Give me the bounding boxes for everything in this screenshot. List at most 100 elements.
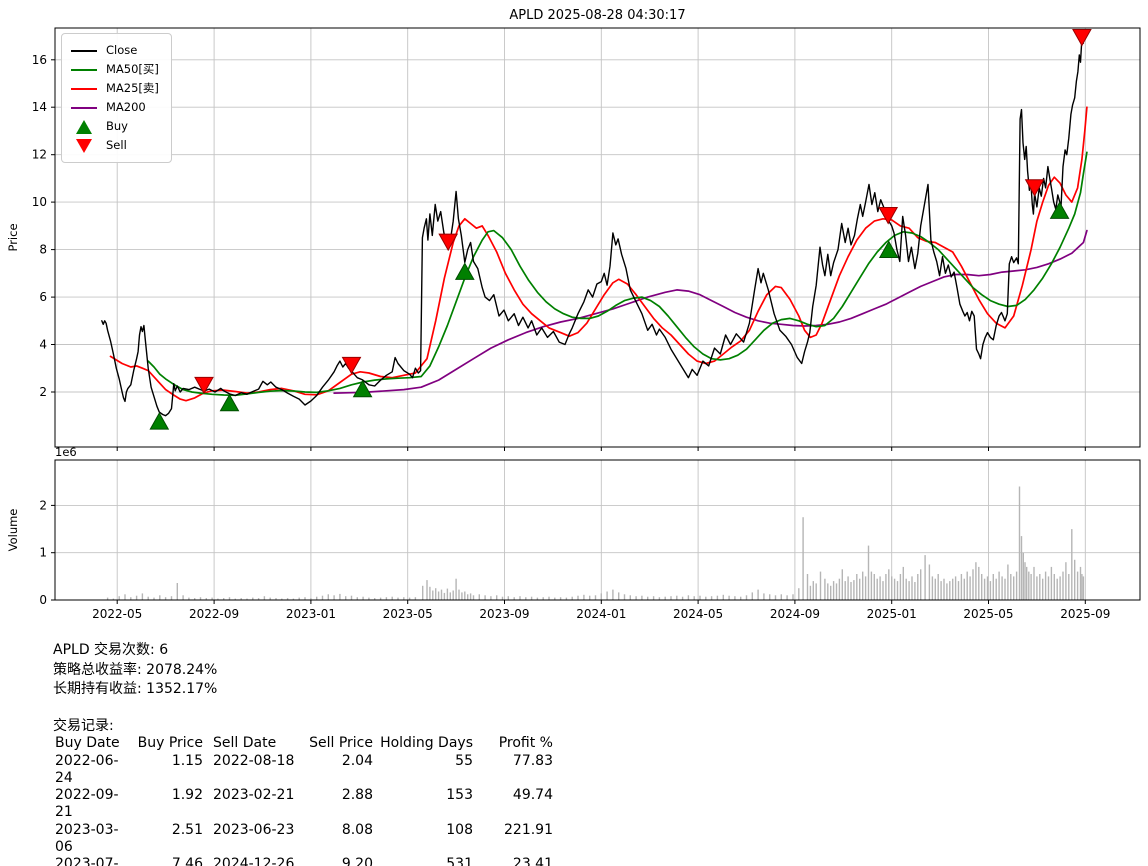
trade-cell: 9.20 — [341, 856, 373, 866]
trade-cell: 2023-07-14 — [55, 856, 119, 866]
trade-cell: 2024-12-26 — [213, 856, 295, 866]
legend-line-swatch — [71, 49, 97, 52]
axis-ticks-labels: 2022-05 2022-09 2023-01 2023-05 2023-09 2024-… — [6, 53, 1110, 621]
trade-col-header: Buy Date — [55, 735, 120, 752]
svg-text:2023-09: 2023-09 — [479, 607, 529, 621]
trade-row: 2022-06-24 1.15 2022-08-18 2.04 55 77.83 — [53, 753, 553, 788]
svg-text:2024-09: 2024-09 — [770, 607, 820, 621]
trade-row: 2023-03-06 2.51 2023-06-23 8.08 108 221.91 — [53, 822, 553, 857]
legend-line-swatch — [71, 68, 97, 71]
svg-text:Price: Price — [6, 223, 20, 251]
stat-hold-return: 长期持有收益: 1352.17% — [53, 681, 218, 697]
trade-records: 交易记录: Buy Date Buy Price Sell Date Sell Pri… — [53, 718, 553, 866]
sell-marker-icon — [438, 233, 459, 252]
legend-item-close: Close — [71, 41, 159, 60]
svg-text:6: 6 — [39, 290, 47, 304]
trade-col-header: Profit % — [498, 735, 553, 752]
trade-cell: 2023-03-06 — [55, 821, 119, 856]
trade-col-header: Sell Price — [309, 735, 373, 752]
legend-line-swatch — [71, 87, 97, 90]
svg-text:2025-09: 2025-09 — [1060, 607, 1110, 621]
gridlines — [55, 28, 1140, 601]
trade-cell: 108 — [446, 821, 473, 838]
trade-cell: 49.74 — [512, 787, 553, 804]
svg-text:2022-09: 2022-09 — [189, 607, 239, 621]
buy-triangle-icon — [71, 119, 97, 134]
buy-marker-icon — [454, 262, 475, 280]
trade-cell: 8.08 — [341, 821, 373, 838]
sell-marker-icon — [194, 376, 214, 395]
strategy-stats: APLD 交易次数: 6 策略总收益率: 2078.24% 长期持有收益: 13… — [53, 641, 217, 700]
sell-marker-icon — [1024, 179, 1045, 197]
trade-cell: 2023-02-21 — [213, 787, 295, 804]
sell-marker-icon — [878, 207, 899, 225]
trade-cell: 1.92 — [171, 787, 203, 804]
svg-text:1: 1 — [39, 546, 47, 560]
trade-cell: 23.41 — [512, 856, 553, 866]
series-ma25-line — [109, 106, 1088, 402]
series-ma50-line — [147, 151, 1088, 397]
series-close-line — [101, 37, 1085, 417]
chart-legend: Close MA50[买] MA25[卖] MA200 Buy Sell — [61, 33, 172, 163]
trade-cell: 2022-06-24 — [55, 752, 119, 786]
trade-cell: 2022-09-21 — [55, 787, 119, 821]
legend-label: MA25[卖] — [106, 81, 159, 95]
svg-text:2024-05: 2024-05 — [673, 607, 723, 621]
chart-title: APLD 2025-08-28 04:30:17 — [509, 8, 686, 23]
stat-trade-count: APLD 交易次数: 6 — [53, 642, 169, 658]
svg-text:2025-01: 2025-01 — [867, 607, 917, 621]
legend-item-buy: Buy — [71, 117, 159, 136]
buy-marker-icon — [219, 393, 240, 412]
svg-text:0: 0 — [39, 593, 47, 607]
trade-cell: 2.88 — [341, 787, 373, 804]
legend-line-swatch — [71, 106, 97, 109]
legend-item-ma200: MA200 — [71, 98, 159, 117]
trade-row: 2023-07-14 7.46 2024-12-26 9.20 531 23.41 — [53, 856, 553, 866]
trade-row: 2022-09-21 1.92 2023-02-21 2.88 153 49.74 — [53, 787, 553, 822]
sell-marker-icon — [1072, 29, 1092, 47]
legend-item-sell: Sell — [71, 136, 159, 155]
trade-cell: 531 — [446, 856, 473, 866]
volume-panel-border — [54, 459, 1141, 601]
trade-table-header: Buy Date Buy Price Sell Date Sell Price Hold… — [53, 735, 553, 752]
price-panel-border — [54, 27, 1141, 448]
legend-label: Sell — [106, 138, 127, 152]
legend-label: MA200 — [106, 100, 146, 114]
trade-cell: 2023-06-23 — [213, 821, 295, 838]
trade-records-heading: 交易记录: — [53, 718, 114, 734]
svg-text:4: 4 — [39, 338, 47, 352]
svg-text:1e6: 1e6 — [55, 445, 77, 459]
trade-cell: 2.04 — [341, 752, 373, 769]
trade-cell: 77.83 — [512, 752, 553, 769]
svg-text:12: 12 — [32, 148, 47, 162]
sell-marker-icon — [341, 356, 362, 375]
trade-cell: 153 — [446, 787, 473, 804]
trade-cell: 55 — [455, 752, 473, 769]
buy-marker-icon — [1049, 201, 1070, 219]
series-ma200-line — [333, 229, 1088, 394]
volume-bars — [106, 486, 1085, 600]
trade-col-header: Sell Date — [213, 735, 277, 752]
svg-text:2023-01: 2023-01 — [286, 607, 336, 621]
buy-marker-icon — [352, 379, 373, 398]
svg-text:2: 2 — [39, 498, 47, 512]
trade-col-header: Holding Days — [380, 735, 473, 752]
legend-label: MA50[买] — [106, 62, 159, 76]
buy-marker-icon — [149, 412, 170, 430]
legend-label: Buy — [106, 119, 128, 133]
trade-cell: 7.46 — [171, 856, 203, 866]
legend-label: Close — [106, 43, 138, 57]
sell-triangle-icon — [71, 138, 97, 153]
svg-text:14: 14 — [32, 100, 47, 114]
svg-text:2024-01: 2024-01 — [576, 607, 626, 621]
trade-table-body: 2022-06-24 1.15 2022-08-18 2.04 55 77.83 2022-… — [53, 753, 553, 866]
buy-markers — [149, 201, 1070, 430]
sell-markers — [194, 29, 1092, 395]
svg-text:10: 10 — [32, 195, 47, 209]
svg-text:2023-05: 2023-05 — [383, 607, 433, 621]
svg-text:16: 16 — [32, 53, 47, 67]
trade-cell: 1.15 — [171, 752, 203, 769]
trade-cell: 221.91 — [504, 821, 553, 838]
svg-text:8: 8 — [39, 243, 47, 257]
